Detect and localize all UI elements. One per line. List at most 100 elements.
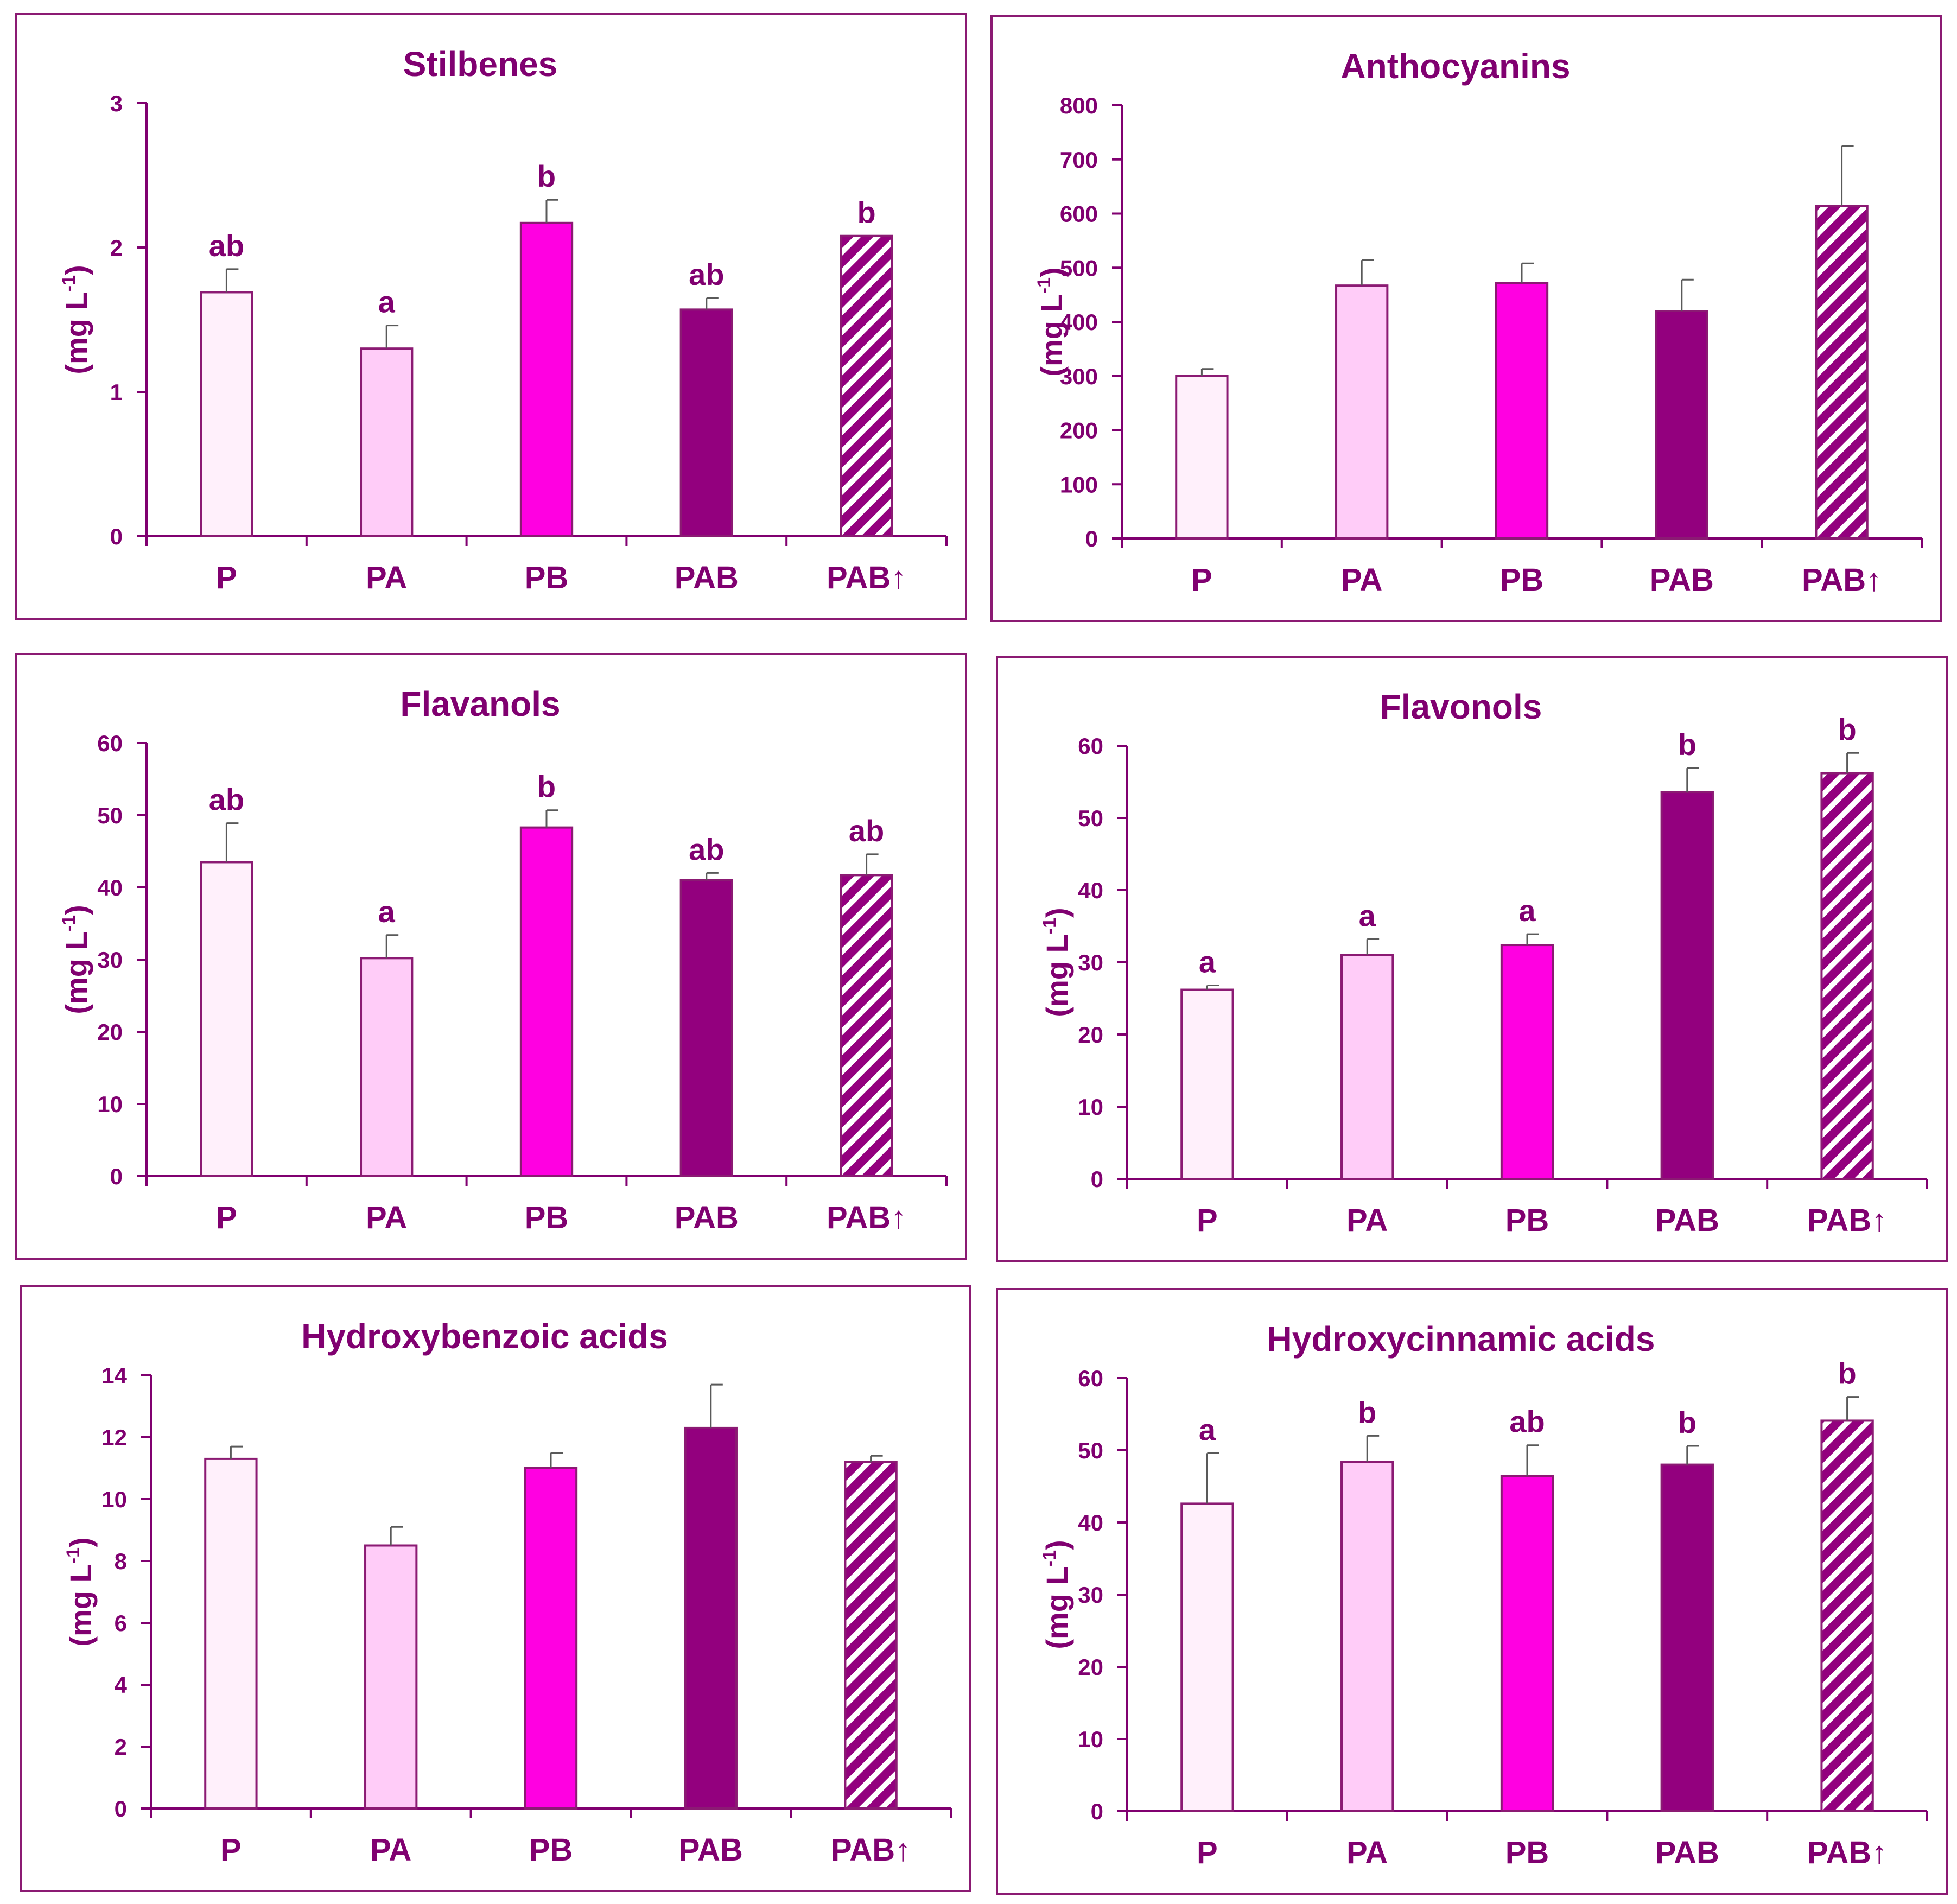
y-axis-label: (mg L-1) xyxy=(63,1537,98,1646)
x-tick-label: PAB↑ xyxy=(827,560,906,595)
x-tick-label: PA xyxy=(1346,1835,1388,1870)
y-tick-label: 800 xyxy=(1060,93,1098,118)
significance-letter: b xyxy=(1838,712,1856,746)
chart-svg: Hydroxybenzoic acids (mg L-1) 0 2 4 6 8 10 12 14 P… xyxy=(63,1317,952,1868)
y-tick-label: 40 xyxy=(1078,1510,1103,1535)
significance-letter: b xyxy=(1358,1395,1376,1429)
bar-PAB xyxy=(679,879,733,1177)
x-tick-label: PAB↑ xyxy=(827,1200,906,1235)
bar-P xyxy=(1180,1502,1234,1813)
chart-panel-hydroxybenzoic-acids: Hydroxybenzoic acids (mg L-1) 0 2 4 6 8 10 12 14 P… xyxy=(20,1285,971,1892)
x-tick-label: P xyxy=(1191,562,1212,598)
y-tick-label: 3 xyxy=(110,91,123,116)
y-tick-label: 10 xyxy=(97,1091,123,1117)
bar-P xyxy=(200,861,253,1177)
y-tick-label: 0 xyxy=(1091,1799,1103,1824)
bar-PAB-up xyxy=(1820,1419,1874,1813)
bar-PAB xyxy=(684,1426,738,1810)
significance-letter: ab xyxy=(1509,1405,1545,1439)
y-tick-label: 8 xyxy=(115,1548,127,1574)
y-tick-label: 40 xyxy=(1078,878,1103,903)
significance-letter: ab xyxy=(689,257,724,291)
x-tick-label: P xyxy=(220,1832,242,1868)
y-tick-label: 30 xyxy=(1078,950,1103,975)
y-tick-label: 6 xyxy=(115,1610,127,1636)
bar-PB xyxy=(1495,282,1549,540)
x-tick-label: PB xyxy=(525,1200,569,1235)
chart-svg: Anthocyanins (mg L-1) 0 100 200 300 400 500 600 7… xyxy=(1034,47,1923,598)
chart-title: Flavonols xyxy=(1380,687,1542,726)
bar-PAB xyxy=(1660,791,1714,1180)
bar-PB xyxy=(519,826,574,1177)
significance-letter: a xyxy=(1199,1412,1216,1446)
x-tick-label: PAB xyxy=(675,1200,739,1235)
chart-svg: Stilbenes (mg L-1) 0 1 2 3 ab Pa PA b PB ab PAB b PAB↑ xyxy=(59,45,948,595)
bar-PB xyxy=(519,221,574,537)
bar-PA xyxy=(364,1544,418,1810)
x-tick-label: PAB↑ xyxy=(1802,562,1882,598)
x-tick-label: P xyxy=(216,560,237,595)
bar-PAB-up xyxy=(1820,772,1874,1181)
bar-PA xyxy=(360,957,414,1178)
x-tick-label: PB xyxy=(1505,1835,1549,1870)
y-tick-label: 10 xyxy=(101,1487,127,1512)
y-tick-label: 60 xyxy=(1078,733,1103,759)
bar-P xyxy=(204,1457,258,1810)
significance-letter: b xyxy=(537,770,556,804)
bar-PA xyxy=(1340,1461,1394,1812)
chart-title: Hydroxybenzoic acids xyxy=(301,1317,668,1356)
x-tick-label: PAB xyxy=(1650,562,1714,598)
x-tick-label: PAB xyxy=(675,560,739,595)
x-tick-label: PB xyxy=(1500,562,1544,598)
significance-letter: b xyxy=(1678,1405,1697,1439)
y-tick-label: 2 xyxy=(110,235,123,261)
y-tick-label: 10 xyxy=(1078,1727,1103,1752)
bar-PAB-up xyxy=(844,1461,898,1810)
y-tick-label: 14 xyxy=(101,1363,127,1388)
y-tick-label: 4 xyxy=(115,1672,128,1698)
y-tick-label: 20 xyxy=(97,1019,123,1045)
y-tick-label: 20 xyxy=(1078,1022,1103,1048)
y-axis-label: (mg L-1) xyxy=(59,905,93,1014)
significance-letter: b xyxy=(1678,727,1697,761)
y-tick-label: 300 xyxy=(1060,364,1098,389)
x-tick-label: PB xyxy=(525,560,569,595)
bar-PA xyxy=(360,347,414,537)
bar-PB xyxy=(524,1467,578,1810)
x-tick-label: PAB xyxy=(1655,1835,1719,1870)
bar-P xyxy=(200,291,253,537)
x-tick-label: PA xyxy=(370,1832,411,1868)
x-tick-label: PAB xyxy=(679,1832,743,1868)
y-tick-label: 0 xyxy=(110,524,123,549)
x-tick-label: PA xyxy=(1346,1203,1388,1238)
bar-P xyxy=(1175,375,1229,540)
chart-title: Hydroxycinnamic acids xyxy=(1267,1319,1655,1359)
y-tick-label: 0 xyxy=(1091,1166,1103,1192)
bar-PB xyxy=(1500,944,1554,1181)
bar-PA xyxy=(1340,954,1394,1180)
y-axis-label: (mg L-1) xyxy=(1039,907,1074,1017)
y-tick-label: 50 xyxy=(97,803,123,828)
significance-letter: a xyxy=(1199,945,1216,979)
x-tick-label: PAB↑ xyxy=(831,1832,911,1868)
x-tick-label: PB xyxy=(1505,1203,1549,1238)
y-tick-label: 12 xyxy=(101,1425,127,1450)
bar-PAB-up xyxy=(1815,205,1869,540)
y-axis-label: (mg L-1) xyxy=(1034,267,1069,376)
x-tick-label: PAB xyxy=(1655,1203,1719,1238)
x-tick-label: PAB↑ xyxy=(1807,1203,1887,1238)
significance-letter: ab xyxy=(209,229,244,263)
y-tick-label: 0 xyxy=(115,1796,127,1822)
bar-PB xyxy=(1500,1475,1554,1812)
chart-svg: Hydroxycinnamic acids (mg L-1) 0 10 20 30 40 50… xyxy=(1039,1319,1928,1870)
significance-letter: a xyxy=(1518,893,1536,928)
y-tick-label: 50 xyxy=(1078,805,1103,831)
significance-letter: ab xyxy=(849,814,884,848)
chart-svg: Flavonols (mg L-1) 0 10 20 30 40 50 60 a Pa PA a PB b P… xyxy=(1039,687,1928,1238)
y-tick-label: 0 xyxy=(110,1164,123,1189)
y-tick-label: 30 xyxy=(1078,1582,1103,1608)
y-tick-label: 10 xyxy=(1078,1094,1103,1120)
y-tick-label: 1 xyxy=(110,379,123,405)
